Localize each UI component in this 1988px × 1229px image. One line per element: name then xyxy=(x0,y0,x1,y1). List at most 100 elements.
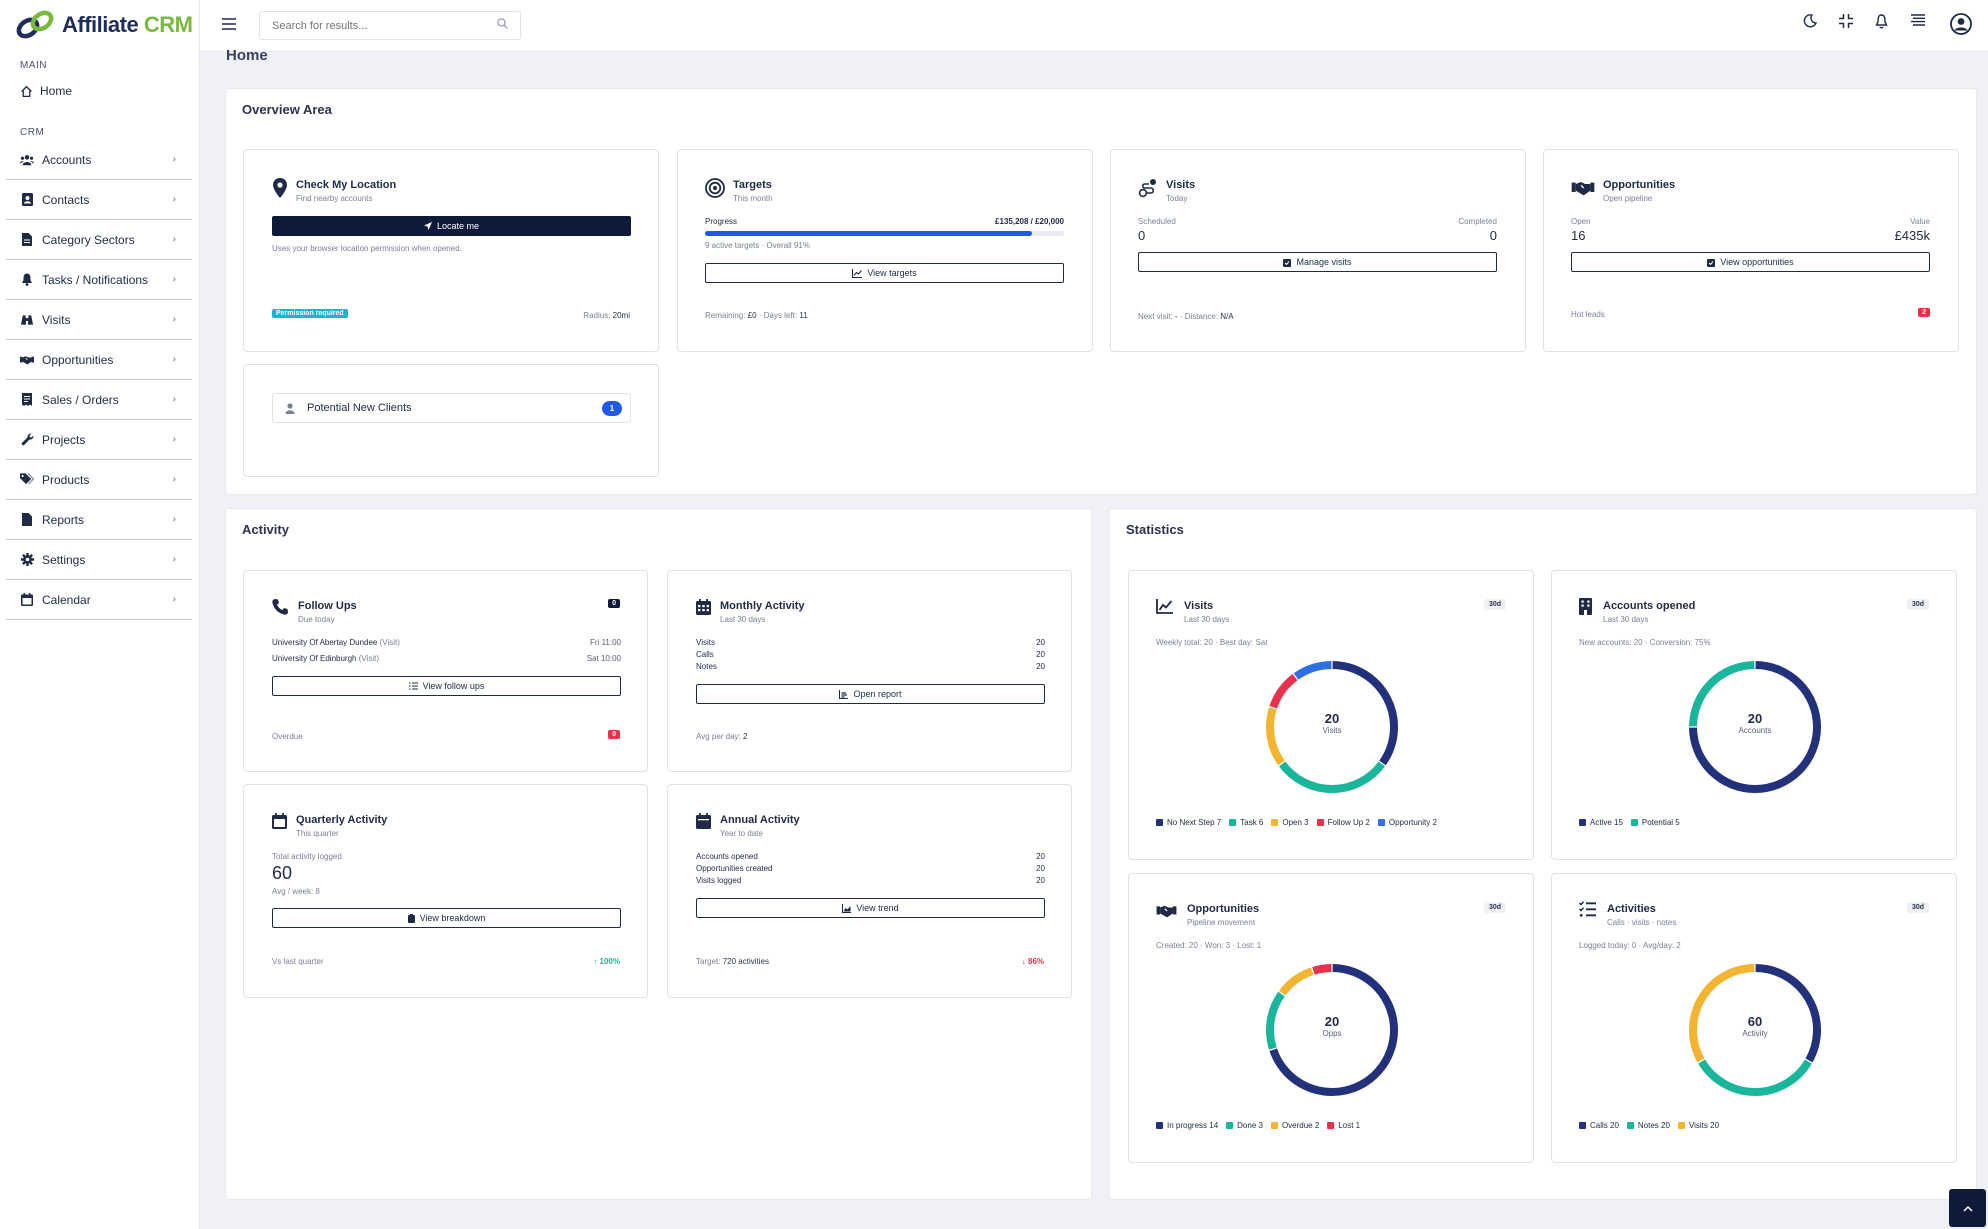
home-icon xyxy=(21,85,32,97)
donut-slice-task[interactable] xyxy=(1278,761,1386,793)
sidebar-item-reports[interactable]: Reports › xyxy=(6,500,192,540)
search-icon[interactable] xyxy=(497,18,508,29)
view-trend-button[interactable]: View trend xyxy=(696,898,1045,918)
potential-clients-item[interactable]: Potential New Clients 1 xyxy=(272,393,631,423)
period-badge[interactable]: 30d xyxy=(1906,902,1929,913)
donut-slice-calls[interactable] xyxy=(1755,964,1821,1063)
view-opportunities-button[interactable]: View opportunities xyxy=(1571,252,1930,272)
potential-clients-card: Potential New Clients 1 xyxy=(243,364,659,477)
donut-slice-open[interactable] xyxy=(1266,707,1285,766)
period-badge[interactable]: 30d xyxy=(1483,902,1506,913)
legend-item[interactable]: Done 3 xyxy=(1226,1121,1263,1130)
legend-item[interactable]: Calls 20 xyxy=(1579,1121,1619,1130)
donut-center: 60 Activity xyxy=(1715,1014,1795,1038)
period-badge[interactable]: 30d xyxy=(1483,599,1506,610)
donut-slice-notes[interactable] xyxy=(1698,1059,1812,1096)
legend-item[interactable]: No Next Step 7 xyxy=(1156,818,1221,827)
donut-slice-active[interactable] xyxy=(1689,661,1821,793)
theme-toggle-icon[interactable] xyxy=(1803,14,1817,28)
calendar-icon xyxy=(696,599,711,615)
sidebar-item-tasks-notifications[interactable]: Tasks / Notifications › xyxy=(6,260,192,300)
sidebar-item-home[interactable]: Home xyxy=(20,84,72,98)
legend-item[interactable]: Active 15 xyxy=(1579,818,1623,827)
stat-row: Notes 20 xyxy=(696,662,1045,671)
section-label-crm: CRM xyxy=(20,127,45,138)
donut-center: 20 Visits xyxy=(1292,711,1372,735)
user-avatar-icon[interactable] xyxy=(1950,13,1972,35)
view-targets-button[interactable]: View targets xyxy=(705,263,1064,283)
donut-slice-done[interactable] xyxy=(1266,991,1285,1050)
chevron-right-icon: › xyxy=(172,434,176,445)
donut-slice-overdue[interactable] xyxy=(1278,967,1314,996)
sidebar-item-calendar[interactable]: Calendar › xyxy=(6,580,192,620)
notification-bell-icon[interactable] xyxy=(1875,14,1888,29)
fullscreen-exit-icon[interactable] xyxy=(1839,14,1853,28)
donut-slice-follow-up[interactable] xyxy=(1269,673,1298,709)
donut-slice-in-progress[interactable] xyxy=(1269,964,1398,1096)
followup-row[interactable]: University Of Edinburgh (Visit) Sat 10:00 xyxy=(272,654,621,663)
followup-row[interactable]: University Of Abertay Dundee (Visit) Fri … xyxy=(272,638,621,647)
sidebar-item-opportunities[interactable]: Opportunities › xyxy=(6,340,192,380)
manage-visits-button[interactable]: Manage visits xyxy=(1138,252,1497,272)
users-icon xyxy=(20,153,34,167)
chevron-right-icon: › xyxy=(172,194,176,205)
chart-info: New accounts: 20 · Conversion: 75% xyxy=(1579,638,1711,647)
chevron-right-icon: › xyxy=(172,234,176,245)
targets-card: Targets This month Progress £135,208 / £2… xyxy=(677,149,1093,352)
locate-me-button[interactable]: Locate me xyxy=(272,216,631,236)
sidebar-item-sales-orders[interactable]: Sales / Orders › xyxy=(6,380,192,420)
sidebar-item-products[interactable]: Products › xyxy=(6,460,192,500)
chart-info: Created: 20 · Won: 3 · Lost: 1 xyxy=(1156,941,1262,950)
donut-center-value: 60 xyxy=(1747,1014,1763,1029)
sidebar-item-projects[interactable]: Projects › xyxy=(6,420,192,460)
donut-slice-lost[interactable] xyxy=(1312,964,1332,975)
map-pin-icon xyxy=(273,178,287,198)
donut-slice-opportunity[interactable] xyxy=(1293,661,1332,680)
chevron-right-icon: › xyxy=(172,394,176,405)
sidebar-item-accounts[interactable]: Accounts › xyxy=(6,140,192,180)
calendar-icon xyxy=(272,813,287,829)
view-breakdown-button[interactable]: View breakdown xyxy=(272,908,621,928)
panel-title: Activity xyxy=(242,522,289,537)
sidebar-item-contacts[interactable]: Contacts › xyxy=(6,180,192,220)
sidebar-item-visits[interactable]: Visits › xyxy=(6,300,192,340)
legend-swatch xyxy=(1677,1122,1685,1129)
legend-item[interactable]: Overdue 2 xyxy=(1270,1121,1319,1130)
donut-slice-no-next-step[interactable] xyxy=(1332,661,1398,766)
legend-item[interactable]: Opportunity 2 xyxy=(1377,818,1437,827)
legend-swatch xyxy=(1156,819,1163,826)
legend-item[interactable]: Notes 20 xyxy=(1626,1121,1670,1130)
total-activity-value: 60 xyxy=(272,863,293,883)
legend-item[interactable]: Task 6 xyxy=(1229,818,1263,827)
search-input[interactable] xyxy=(259,11,521,40)
clipboard-icon xyxy=(407,913,415,923)
panel-title: Overview Area xyxy=(242,102,332,117)
legend-swatch xyxy=(1626,1122,1634,1129)
logo[interactable]: Affiliate CRM xyxy=(14,6,193,44)
legend-item[interactable]: Potential 5 xyxy=(1630,818,1680,827)
sidebar-item-category-sectors[interactable]: Category Sectors › xyxy=(6,220,192,260)
list-icon xyxy=(408,682,418,690)
donut-slice-potential[interactable] xyxy=(1689,661,1755,727)
legend-item[interactable]: In progress 14 xyxy=(1156,1121,1218,1130)
legend-item[interactable]: Open 3 xyxy=(1271,818,1309,827)
period-badge[interactable]: 30d xyxy=(1906,599,1929,610)
sidebar-item-settings[interactable]: Settings › xyxy=(6,540,192,580)
legend-item[interactable]: Follow Up 2 xyxy=(1316,818,1370,827)
view-follow-ups-button[interactable]: View follow ups xyxy=(272,676,621,696)
bell-icon xyxy=(20,273,34,287)
handshake-icon xyxy=(1571,180,1595,196)
legend-label: Done 3 xyxy=(1237,1121,1263,1130)
legend-item[interactable]: Visits 20 xyxy=(1677,1121,1719,1130)
menu-toggle-icon[interactable] xyxy=(222,18,236,30)
card-subtitle: Due today xyxy=(298,615,335,624)
sidebar-item-label: Accounts xyxy=(42,152,92,167)
menu-lines-icon[interactable] xyxy=(1911,14,1925,26)
annual-activity-card: Annual Activity Year to date Accounts op… xyxy=(667,784,1072,998)
legend-label: Task 6 xyxy=(1240,818,1264,827)
donut-slice-visits[interactable] xyxy=(1689,964,1755,1063)
legend-item[interactable]: Lost 1 xyxy=(1327,1121,1360,1130)
area-chart-icon xyxy=(842,903,852,913)
open-report-button[interactable]: Open report xyxy=(696,684,1045,704)
scroll-to-top-button[interactable] xyxy=(1949,1189,1986,1227)
